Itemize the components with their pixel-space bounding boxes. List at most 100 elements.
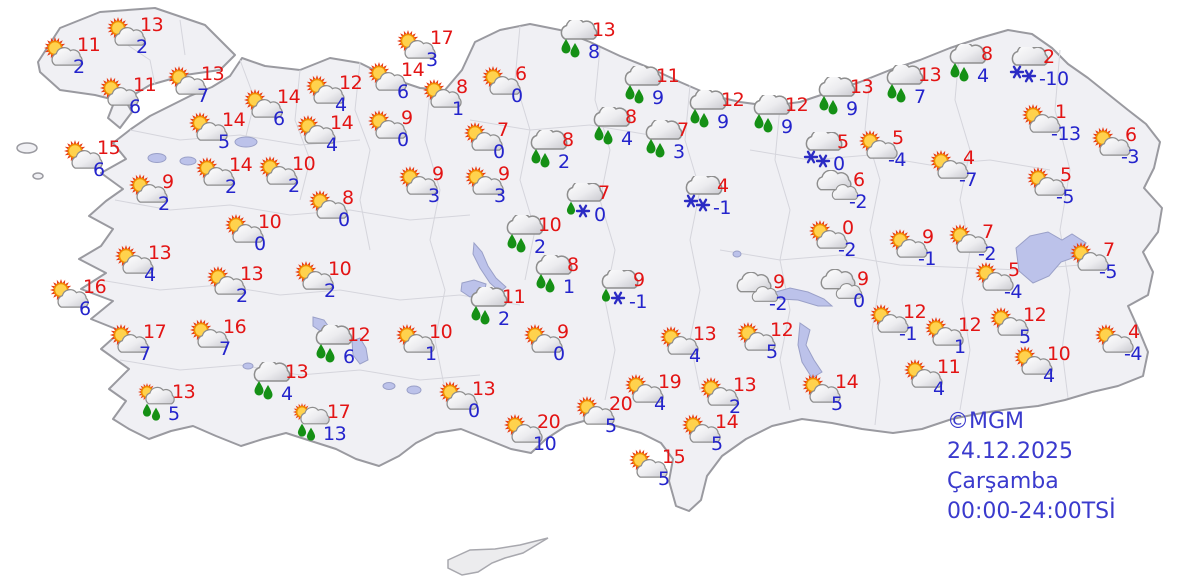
suncloud-icon — [368, 62, 407, 91]
low-temp: -5 — [1056, 186, 1074, 208]
high-temp: 13 — [472, 378, 496, 400]
suncloud-icon — [700, 377, 739, 406]
rain-icon — [560, 20, 598, 58]
low-temp: 7 — [139, 343, 151, 365]
suncloud-icon — [737, 322, 776, 351]
low-temp: 9 — [652, 87, 664, 109]
high-temp: 15 — [97, 137, 121, 159]
high-temp: 13 — [140, 14, 164, 36]
low-temp: 5 — [831, 393, 843, 415]
snow-icon — [1009, 47, 1049, 83]
high-temp: 20 — [537, 411, 561, 433]
high-temp: 12 — [903, 301, 927, 323]
rain-icon — [593, 107, 631, 145]
rain-icon — [624, 66, 662, 104]
low-temp: -2 — [769, 293, 787, 315]
low-temp: 3 — [428, 185, 440, 207]
lake-tuz — [472, 241, 507, 293]
high-temp: 10 — [429, 321, 453, 343]
islands — [16, 142, 44, 180]
low-temp: -3 — [1121, 146, 1139, 168]
low-temp: 2 — [729, 396, 741, 418]
low-temp: 5 — [168, 403, 180, 425]
suncloud-icon — [64, 140, 103, 169]
high-temp: 10 — [538, 214, 562, 236]
high-temp: 9 — [498, 163, 510, 185]
rain-icon — [886, 65, 924, 103]
suncloud-icon — [1070, 242, 1109, 271]
low-temp: -2 — [838, 239, 856, 261]
high-temp: 13 — [172, 381, 196, 403]
low-temp: 0 — [254, 233, 266, 255]
rain-icon — [645, 120, 683, 158]
low-temp: 0 — [833, 153, 845, 175]
suncloud-icon — [524, 324, 563, 353]
high-temp: 13 — [733, 374, 757, 396]
suncloud-icon — [306, 75, 345, 104]
low-temp: -4 — [888, 149, 906, 171]
high-temp: 5 — [837, 131, 849, 153]
island-bozcaada — [32, 172, 44, 180]
low-temp: 2 — [158, 193, 170, 215]
suncloud-icon — [189, 112, 228, 141]
high-temp: 4 — [717, 175, 729, 197]
suncloud-icon — [629, 449, 668, 478]
high-temp: 13 — [592, 19, 616, 41]
rain-icon — [949, 44, 987, 82]
low-temp: 0 — [493, 141, 505, 163]
low-temp: 5 — [711, 433, 723, 455]
suncloud-icon — [949, 224, 988, 253]
high-temp: 16 — [83, 276, 107, 298]
low-temp: 6 — [273, 108, 285, 130]
cloudy-icon — [736, 272, 779, 302]
high-temp: 8 — [456, 76, 468, 98]
suncloud-icon — [423, 79, 462, 108]
low-temp: 13 — [323, 423, 347, 445]
high-temp: 20 — [609, 393, 633, 415]
low-temp: 7 — [914, 86, 926, 108]
legend-day: Çarşamba — [947, 469, 1059, 494]
low-temp: 4 — [326, 134, 338, 156]
suncloud-icon — [904, 359, 943, 388]
suncloud-icon — [1095, 324, 1134, 353]
high-temp: 12 — [958, 314, 982, 336]
suncloud-icon — [244, 89, 283, 118]
low-temp: 5 — [605, 415, 617, 437]
suncloud-icon — [110, 324, 149, 353]
low-temp: 8 — [588, 41, 600, 63]
low-temp: -2 — [849, 191, 867, 213]
rain-icon — [753, 95, 791, 133]
lake-egirdir — [351, 337, 369, 365]
suncloud-icon — [870, 304, 909, 333]
low-temp: 0 — [511, 85, 523, 107]
low-temp: -4 — [1124, 343, 1142, 365]
lake-uluabat — [147, 153, 167, 163]
high-temp: 12 — [339, 72, 363, 94]
high-temp: 14 — [715, 411, 739, 433]
high-temp: 10 — [258, 211, 282, 233]
suncloud-icon — [504, 414, 543, 443]
low-temp: 3 — [426, 49, 438, 71]
high-temp: 7 — [982, 221, 994, 243]
low-temp: 4 — [689, 345, 701, 367]
legend-date: 24.12.2025 — [947, 439, 1073, 464]
suncloud-icon — [295, 261, 334, 290]
high-temp: 12 — [770, 319, 794, 341]
high-temp: 8 — [981, 43, 993, 65]
high-temp: 4 — [963, 147, 975, 169]
high-temp: 0 — [842, 217, 854, 239]
low-temp: 0 — [594, 204, 606, 226]
high-temp: 7 — [677, 119, 689, 141]
low-temp: 1 — [452, 98, 464, 120]
rain-icon — [315, 325, 353, 363]
high-temp: 10 — [328, 258, 352, 280]
high-temp: 11 — [133, 74, 157, 96]
low-temp: 5 — [1019, 326, 1031, 348]
high-temp: 13 — [240, 263, 264, 285]
suncloud-icon — [168, 66, 207, 95]
high-temp: 9 — [773, 271, 785, 293]
high-temp: 11 — [937, 356, 961, 378]
high-temp: 10 — [1047, 343, 1071, 365]
suncloud-icon — [925, 317, 964, 346]
high-temp: 4 — [1128, 321, 1140, 343]
